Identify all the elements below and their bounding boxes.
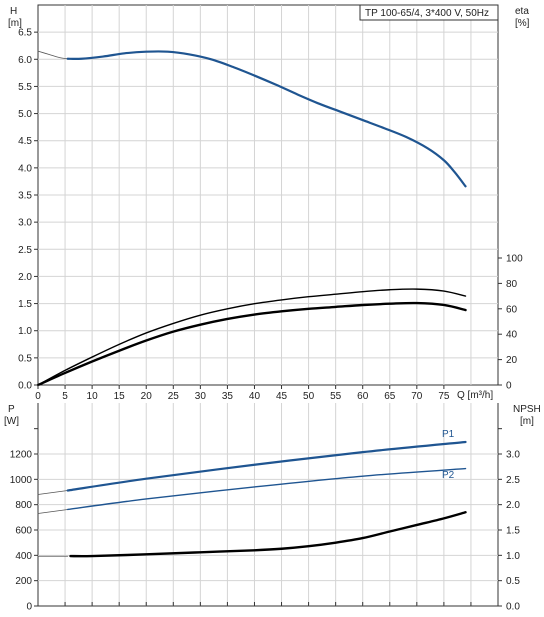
eta-tick-label: 40 bbox=[506, 330, 518, 341]
p-tick-label: 800 bbox=[15, 500, 32, 511]
p-tick-label: 1200 bbox=[10, 450, 33, 461]
eta-tick-label: 20 bbox=[506, 355, 518, 366]
h-tick-label: 0.5 bbox=[18, 353, 32, 364]
bottom-left-axis-unit: [W] bbox=[4, 416, 19, 427]
top-series-group bbox=[36, 50, 467, 387]
h-tick-label: 6.0 bbox=[18, 55, 32, 66]
h-tick-label: 1.0 bbox=[18, 326, 32, 337]
x-axis-label: Q [m³/h] bbox=[457, 390, 493, 401]
legend-text: TP 100-65/4, 3*400 V, 50Hz bbox=[365, 8, 489, 19]
p-tick-label: 400 bbox=[15, 551, 32, 562]
p1-series-label: P1 bbox=[442, 429, 455, 440]
x-tick-label: 50 bbox=[303, 391, 315, 402]
x-tick-label: 45 bbox=[276, 391, 288, 402]
bottom-left-axis-label: P bbox=[8, 404, 15, 415]
h-tick-label: 4.0 bbox=[18, 163, 32, 174]
x-tick-label: 35 bbox=[222, 391, 234, 402]
bottom-series-line-0 bbox=[37, 490, 69, 495]
top-left-axis-unit: [m] bbox=[8, 18, 22, 29]
top-series-line-2 bbox=[37, 288, 467, 386]
bottom-series-group bbox=[37, 440, 467, 558]
h-tick-label: 2.0 bbox=[18, 272, 32, 283]
h-tick-label: 5.5 bbox=[18, 82, 32, 93]
npsh-tick-label: 0.5 bbox=[506, 576, 520, 587]
h-tick-label: 2.5 bbox=[18, 245, 32, 256]
x-tick-label: 70 bbox=[411, 391, 423, 402]
top-right-axis-label: eta bbox=[515, 6, 529, 17]
h-tick-label: 3.5 bbox=[18, 191, 32, 202]
x-tick-label: 0 bbox=[35, 391, 41, 402]
h-tick-label: 4.5 bbox=[18, 136, 32, 147]
x-tick-label: 20 bbox=[141, 391, 153, 402]
bottom-tick-labels: 0 200 400 600 800 1000 1200 0.0 0.5 1.0 1.5 2.0 2.5 3… bbox=[10, 428, 520, 613]
eta-tick-label: 0 bbox=[506, 381, 512, 392]
p-tick-label: 200 bbox=[15, 576, 32, 587]
top-left-axis-label: H bbox=[10, 6, 17, 17]
x-tick-label: 15 bbox=[114, 391, 126, 402]
x-tick-label: 10 bbox=[87, 391, 99, 402]
bottom-right-axis-label: NPSH bbox=[513, 404, 541, 415]
p-tick-label: 600 bbox=[15, 526, 32, 537]
h-tick-label: 0.0 bbox=[18, 381, 32, 392]
bottom-series-line-2 bbox=[37, 509, 69, 514]
eta-tick-label: 60 bbox=[506, 304, 518, 315]
top-series-line-0 bbox=[37, 50, 69, 60]
legend-box bbox=[359, 4, 499, 21]
npsh-tick-label: 2.5 bbox=[506, 475, 520, 486]
h-tick-label: 5.0 bbox=[18, 109, 32, 120]
bottom-series-line-1 bbox=[66, 440, 467, 492]
top-series-line-1 bbox=[66, 50, 467, 188]
h-tick-label: 1.5 bbox=[18, 299, 32, 310]
top-series-line-3 bbox=[36, 301, 467, 387]
npsh-tick-label: 0.0 bbox=[506, 602, 520, 613]
x-tick-label: 25 bbox=[168, 391, 180, 402]
x-tick-label: 55 bbox=[330, 391, 342, 402]
npsh-tick-label: 1.5 bbox=[506, 526, 520, 537]
bottom-grid bbox=[38, 403, 498, 606]
top-grid bbox=[38, 5, 498, 385]
bottom-series-line-3 bbox=[67, 467, 467, 511]
top-right-axis-unit: [%] bbox=[515, 18, 530, 29]
x-tick-label: 5 bbox=[62, 391, 68, 402]
top-tick-labels: 0 5 10 15 20 25 30 35 40 45 50 55 60 65 70 75 0.0 0.5 1.0 1… bbox=[18, 28, 523, 402]
x-tick-label: 30 bbox=[195, 391, 207, 402]
p2-series-label: P2 bbox=[442, 470, 455, 481]
eta-tick-label: 100 bbox=[506, 254, 523, 265]
eta-tick-label: 80 bbox=[506, 279, 518, 290]
npsh-tick-label: 2.0 bbox=[506, 500, 520, 511]
x-tick-label: 75 bbox=[438, 391, 450, 402]
h-tick-label: 3.0 bbox=[18, 218, 32, 229]
x-tick-label: 60 bbox=[357, 391, 369, 402]
npsh-tick-label: 3.0 bbox=[506, 450, 520, 461]
bottom-series-line-5 bbox=[69, 511, 467, 558]
p-tick-label: 0 bbox=[26, 602, 32, 613]
npsh-tick-label: 1.0 bbox=[506, 551, 520, 562]
x-tick-label: 65 bbox=[384, 391, 396, 402]
x-tick-label: 40 bbox=[249, 391, 261, 402]
bottom-right-axis-unit: [m] bbox=[520, 416, 534, 427]
p-tick-label: 1000 bbox=[10, 475, 33, 486]
h-tick-label: 6.5 bbox=[18, 28, 32, 39]
